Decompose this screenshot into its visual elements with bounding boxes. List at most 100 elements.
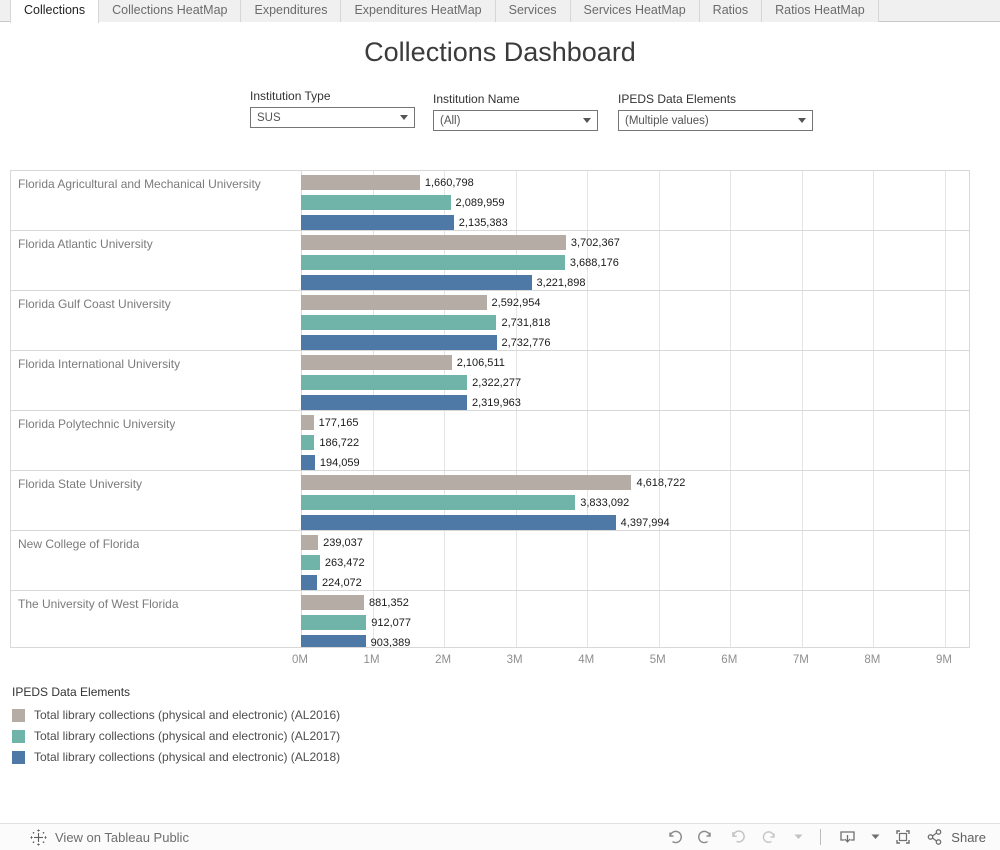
filter-label: IPEDS Data Elements — [618, 92, 737, 106]
bar-value-label: 881,352 — [369, 597, 409, 609]
gridline — [515, 171, 517, 647]
bar-al2018[interactable] — [301, 455, 315, 470]
tab-ratios[interactable]: Ratios — [699, 0, 763, 22]
view-on-tableau-public-label: View on Tableau Public — [55, 829, 189, 845]
legend-item[interactable]: Total library collections (physical and … — [12, 729, 340, 743]
legend-item[interactable]: Total library collections (physical and … — [12, 750, 340, 764]
bar-value-label: 3,221,898 — [536, 277, 586, 289]
bar-al2018[interactable] — [301, 335, 497, 350]
dropdown-value: (All) — [440, 114, 461, 127]
category-label: Florida Gulf Coast University — [18, 297, 171, 311]
x-axis-tick-label: 0M — [292, 654, 308, 666]
revert-icon[interactable] — [728, 827, 748, 847]
refresh-icon[interactable] — [760, 827, 780, 847]
bar-al2016[interactable] — [301, 355, 452, 370]
tab-collections-heatmap[interactable]: Collections HeatMap — [99, 0, 242, 22]
bar-al2016[interactable] — [301, 535, 319, 550]
tab-collections[interactable]: Collections — [10, 0, 100, 23]
bar-al2017[interactable] — [301, 555, 320, 570]
institution-name-dropdown[interactable]: (All) — [433, 110, 598, 131]
view-on-tableau-public-link[interactable]: View on Tableau Public — [30, 829, 189, 846]
gridline — [801, 171, 803, 647]
institution-type-dropdown[interactable]: SUS — [250, 107, 415, 128]
page-title: Collections Dashboard — [364, 37, 636, 67]
bar-value-label: 177,165 — [318, 417, 359, 429]
bar-al2016[interactable] — [301, 295, 487, 310]
sheet-tab-bar: Collections Collections HeatMap Expenditur… — [0, 0, 1000, 23]
category-label: Florida State University — [18, 477, 143, 491]
x-axis-tick-label: 8M — [864, 654, 881, 666]
bar-value-label: 912,077 — [371, 617, 412, 629]
gridline — [658, 171, 660, 647]
fullscreen-icon[interactable] — [893, 827, 913, 847]
bar-value-label: 239,037 — [323, 537, 363, 549]
legend-item[interactable]: Total library collections (physical and … — [12, 708, 340, 722]
x-axis-tick-label: 2M — [435, 654, 452, 666]
gridline — [587, 171, 589, 647]
chart-row: Florida Gulf Coast University 2,592,954 2,… — [11, 291, 969, 351]
download-icon[interactable] — [837, 827, 857, 847]
legend: IPEDS Data Elements Total library collec… — [12, 685, 340, 771]
bar-al2017[interactable] — [301, 435, 315, 450]
x-axis-tick-label: 4M — [578, 654, 595, 666]
refresh-caret-icon[interactable] — [792, 827, 804, 847]
bar-al2018[interactable] — [301, 575, 318, 590]
x-axis: 0M 1M 2M 3M 4M 5M 6M 7M 8M 9M — [10, 654, 970, 670]
bar-al2018[interactable] — [301, 395, 467, 410]
chart-row: Florida State University 4,618,722 3,833,0… — [11, 471, 969, 531]
category-label: Florida Atlantic University — [18, 237, 153, 251]
filter-label: Institution Type — [250, 89, 331, 103]
category-label: Florida Polytechnic University — [18, 417, 176, 431]
tab-services[interactable]: Services — [495, 0, 571, 22]
tab-expenditures[interactable]: Expenditures — [241, 0, 342, 22]
bar-al2018[interactable] — [301, 515, 616, 530]
bar-al2018[interactable] — [301, 635, 366, 647]
share-button[interactable]: Share — [925, 827, 986, 847]
bar-al2017[interactable] — [301, 495, 576, 510]
download-caret-icon[interactable] — [869, 827, 881, 847]
bar-value-label: 2,731,818 — [501, 317, 551, 329]
chevron-down-icon — [583, 118, 591, 123]
bar-al2017[interactable] — [301, 375, 468, 390]
bar-al2016[interactable] — [301, 415, 314, 430]
bar-al2017[interactable] — [301, 195, 451, 210]
redo-icon[interactable] — [696, 827, 716, 847]
ipeds-elements-dropdown[interactable]: (Multiple values) — [618, 110, 813, 131]
bar-value-label: 2,106,511 — [456, 357, 505, 369]
x-axis-tick-label: 9M — [935, 654, 952, 666]
bar-al2017[interactable] — [301, 255, 565, 270]
x-axis-tick-label: 3M — [506, 654, 523, 666]
chart-row: Florida Agricultural and Mechanical Univ… — [11, 171, 969, 231]
filter-institution-type: Institution Type SUS — [250, 89, 415, 128]
bar-al2018[interactable] — [301, 275, 532, 290]
dropdown-value: (Multiple values) — [625, 114, 709, 127]
bar-value-label: 903,389 — [370, 637, 411, 648]
undo-icon[interactable] — [664, 827, 684, 847]
legend-swatch — [12, 708, 25, 722]
tab-ratios-heatmap[interactable]: Ratios HeatMap — [762, 0, 879, 22]
tab-services-heatmap[interactable]: Services HeatMap — [570, 0, 700, 22]
tabs-host: Collections Collections HeatMap Expenditur… — [10, 0, 879, 23]
tableau-logo-icon — [30, 829, 47, 846]
bar-value-label: 2,319,963 — [471, 397, 521, 409]
bar-value-label: 224,072 — [322, 577, 362, 589]
bar-al2016[interactable] — [301, 595, 365, 610]
chevron-down-icon — [798, 118, 806, 123]
chart-row: The University of West Florida 881,352 912… — [11, 591, 969, 648]
bar-al2017[interactable] — [301, 615, 367, 630]
chevron-down-icon — [400, 115, 408, 120]
bar-al2016[interactable] — [301, 235, 566, 250]
footer-toolbar-buttons: Share — [664, 827, 986, 847]
bar-value-label: 2,322,277 — [472, 377, 522, 389]
bar-al2016[interactable] — [301, 475, 632, 490]
bar-al2016[interactable] — [301, 175, 420, 190]
bar-value-label: 186,722 — [319, 437, 360, 449]
bar-al2017[interactable] — [301, 315, 497, 330]
bar-value-label: 3,688,176 — [569, 257, 619, 269]
bar-al2018[interactable] — [301, 215, 454, 230]
tab-expenditures-heatmap[interactable]: Expenditures HeatMap — [341, 0, 496, 22]
legend-label: Total library collections (physical and … — [34, 708, 341, 722]
toolbar-separator — [820, 829, 822, 845]
chart-row: Florida Polytechnic University 177,165 186… — [11, 411, 969, 471]
category-label: Florida Agricultural and Mechanical Univ… — [18, 177, 261, 191]
